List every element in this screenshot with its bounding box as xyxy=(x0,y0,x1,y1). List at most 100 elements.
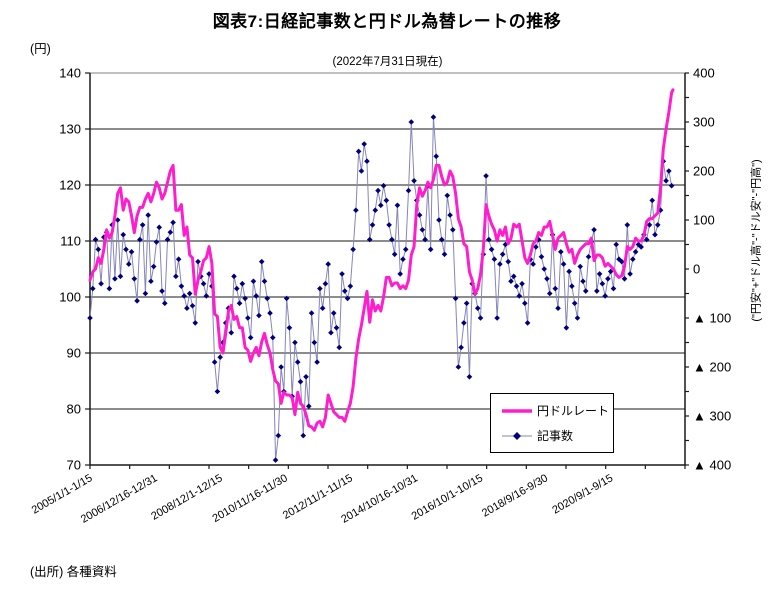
diamond-marker xyxy=(92,236,99,243)
chart-subtitle: (2022年7月31日現在) xyxy=(332,56,443,68)
diamond-marker xyxy=(541,266,548,272)
diamond-marker xyxy=(630,256,636,262)
diamond-marker xyxy=(569,283,575,289)
diamond-marker xyxy=(200,280,207,287)
diamond-marker xyxy=(98,280,104,287)
diamond-marker xyxy=(411,178,417,184)
diamond-marker xyxy=(571,300,578,307)
y-left-tick-label: 140 xyxy=(59,66,81,81)
diamond-marker xyxy=(461,320,467,326)
diamond-marker xyxy=(106,285,113,292)
diamond-marker xyxy=(519,280,525,287)
diamond-marker xyxy=(317,285,323,292)
diamond-marker xyxy=(217,354,223,360)
diamond-marker xyxy=(159,288,165,294)
diamond-marker xyxy=(245,315,251,321)
diamond-marker xyxy=(610,285,617,292)
diamond-marker xyxy=(184,305,190,311)
diamond-marker xyxy=(253,293,259,299)
y-right-tick-label: 0 xyxy=(693,262,700,277)
y-left-tick-label: 130 xyxy=(59,122,81,137)
diamond-marker xyxy=(275,432,282,439)
diamond-marker xyxy=(580,278,586,285)
diamond-marker xyxy=(566,268,572,275)
diamond-marker xyxy=(267,310,273,316)
diamond-marker xyxy=(231,273,237,280)
diamond-marker xyxy=(522,300,528,307)
diamond-marker xyxy=(452,295,459,302)
diamond-marker xyxy=(353,207,359,213)
diamond-marker xyxy=(438,236,445,243)
x-tick-label: 2005/1/1-1/15 xyxy=(30,472,95,516)
diamond-marker xyxy=(330,310,337,316)
diamond-marker xyxy=(206,271,212,277)
diamond-marker xyxy=(602,293,608,299)
diamond-marker xyxy=(95,246,102,253)
diamond-marker xyxy=(380,182,387,189)
diamond-marker xyxy=(375,187,381,194)
source-note: (出所) 各種資料 xyxy=(30,565,117,579)
diamond-marker xyxy=(322,280,329,287)
diamond-marker xyxy=(333,325,340,331)
diamond-marker xyxy=(400,256,406,262)
diamond-marker xyxy=(488,246,495,253)
diamond-marker xyxy=(563,325,570,331)
diamond-marker xyxy=(261,278,268,285)
diamond-marker xyxy=(203,293,210,299)
diamond-marker xyxy=(466,374,473,380)
diamond-marker xyxy=(148,278,154,285)
diamond-marker xyxy=(361,141,367,147)
diamond-marker xyxy=(383,197,390,204)
diamond-marker xyxy=(505,258,512,265)
diamond-marker xyxy=(131,276,138,282)
diamond-marker xyxy=(499,251,506,258)
diamond-marker xyxy=(114,217,121,223)
diamond-marker xyxy=(524,320,531,326)
diamond-marker xyxy=(386,222,392,228)
diamond-marker xyxy=(305,403,312,409)
y-right-tick-label: ▲ 200 xyxy=(693,360,731,375)
diamond-marker xyxy=(654,222,661,228)
diamond-marker xyxy=(247,334,254,341)
diamond-marker xyxy=(491,256,498,262)
diamond-marker xyxy=(167,229,174,236)
y-right-tick-label: ▲ 400 xyxy=(693,458,731,473)
x-tick-label: 2018/9/16-9/30 xyxy=(480,472,550,519)
diamond-marker xyxy=(538,253,545,260)
diamond-marker xyxy=(416,212,423,218)
diamond-marker xyxy=(646,222,653,228)
diamond-marker xyxy=(269,334,276,341)
left-axis-unit: (円) xyxy=(30,42,51,56)
diamond-marker xyxy=(483,173,489,179)
diamond-marker xyxy=(613,241,620,248)
y-left-tick-label: 90 xyxy=(67,346,81,361)
diamond-marker xyxy=(441,251,448,258)
diamond-marker xyxy=(624,222,631,228)
diamond-marker xyxy=(178,283,185,289)
diamond-marker xyxy=(560,261,567,267)
y-left-tick-label: 80 xyxy=(67,402,81,417)
diamond-marker xyxy=(173,273,179,280)
diamond-marker xyxy=(272,457,279,463)
diamond-marker xyxy=(666,168,672,174)
diamond-marker xyxy=(294,359,301,365)
diamond-marker xyxy=(378,202,384,209)
y-right-tick-label: ▲ 100 xyxy=(693,311,731,326)
diamond-marker xyxy=(458,344,464,351)
diamond-marker xyxy=(228,329,235,336)
diamond-marker xyxy=(303,374,309,380)
diamond-marker xyxy=(297,378,304,385)
diamond-marker xyxy=(510,273,517,280)
diamond-marker xyxy=(544,276,550,282)
diamond-marker xyxy=(239,280,246,287)
diamond-marker xyxy=(444,192,451,199)
chart-title: 図表7:日経記事数と円ドル為替レートの推移 xyxy=(212,12,562,31)
diamond-marker xyxy=(195,258,201,265)
diamond-marker xyxy=(256,312,262,319)
legend-item-rate: 円ドルレート xyxy=(501,402,613,419)
diamond-marker xyxy=(397,271,403,277)
diamond-marker xyxy=(128,249,135,255)
diamond-marker xyxy=(236,300,243,307)
y-left-tick-label: 110 xyxy=(60,234,81,249)
